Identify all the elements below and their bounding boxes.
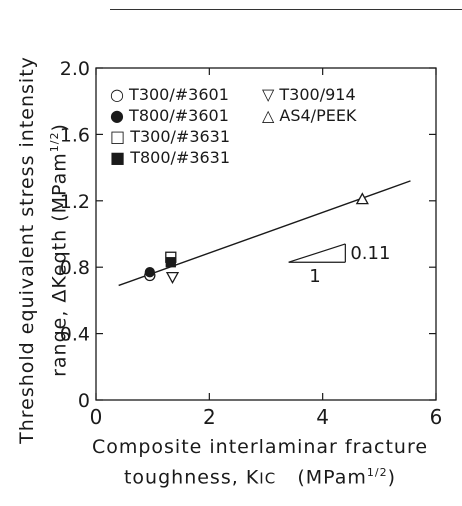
x-axis-label-line1: Composite interlaminar fracture <box>91 436 429 458</box>
data-point <box>165 272 180 285</box>
legend-entry: ■ T800/#3631 <box>110 148 230 167</box>
plot-frame <box>95 67 437 401</box>
x-axis-label-line2: toughness, KIC (MPam1/2) <box>123 466 396 489</box>
x-axis-label: Composite interlaminar fracture toughnes… <box>60 434 460 491</box>
y-tick-label: 2.0 <box>60 58 90 80</box>
x-tick-label: 2 <box>203 405 216 429</box>
fit-line <box>118 180 411 287</box>
legend-entry: ● T800/#3601 <box>110 106 229 125</box>
slope-run-label: 1 <box>309 266 320 287</box>
legend-entry: ○ T300/#3601 <box>110 85 229 104</box>
legend-entry: ▽ T300/914 <box>262 85 356 104</box>
x-tick-label: 0 <box>90 405 103 429</box>
y-tick-label: 1.6 <box>60 124 90 146</box>
slope-value-label: 0.11 <box>350 243 390 264</box>
legend-entry: △ AS4/PEEK <box>262 106 357 125</box>
x-tick-label: 4 <box>316 405 329 429</box>
legend-entry: □ T300/#3631 <box>110 127 230 146</box>
y-tick-label: 1.2 <box>60 191 90 213</box>
slope-hypotenuse <box>288 243 346 263</box>
x-tick-label: 6 <box>430 405 443 429</box>
cropped-header-text <box>110 0 462 10</box>
data-point <box>165 257 176 268</box>
y-tick-label: 0.8 <box>60 257 90 279</box>
data-point <box>144 267 155 278</box>
data-point <box>355 192 369 205</box>
y-tick-label: 0.4 <box>60 324 90 346</box>
y-tick-label: 0 <box>78 390 90 412</box>
